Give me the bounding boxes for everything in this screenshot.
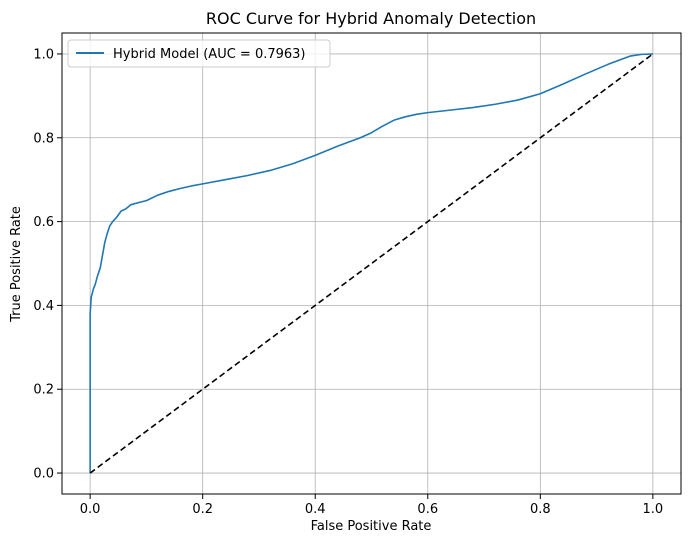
chart-title: ROC Curve for Hybrid Anomaly Detection	[206, 9, 536, 28]
x-tick-label: 0.6	[417, 502, 438, 517]
chance-diagonal-line	[89, 53, 654, 474]
x-tick-label: 0.4	[305, 502, 326, 517]
y-tick-label: 0.6	[33, 215, 54, 230]
y-tick-label: 0.0	[33, 467, 54, 482]
y-tick-label: 0.2	[33, 383, 54, 398]
y-tick-label: 0.4	[33, 299, 54, 314]
legend-box	[67, 39, 331, 68]
legend: Hybrid Model (AUC = 0.7963)	[67, 39, 331, 68]
y-axis-title: True Positive Rate	[9, 206, 24, 323]
x-tick-label: 0.8	[530, 502, 551, 517]
y-tick-label: 1.0	[33, 47, 54, 62]
tick-layer: 0.0 0.2 0.4 0.6 0.8 1.0 0.0 0.2 0.4 0.6 0.8 1.0	[33, 47, 663, 517]
roc-curve-line	[89, 53, 653, 474]
x-tick-label: 0.2	[192, 502, 213, 517]
y-tick-label: 0.8	[33, 131, 54, 146]
legend-label: Hybrid Model (AUC = 0.7963)	[113, 47, 306, 62]
x-tick-label: 1.0	[643, 502, 664, 517]
x-axis-title: False Positive Rate	[311, 519, 432, 534]
plot-frame	[61, 32, 682, 495]
series-layer	[89, 53, 654, 474]
x-tick-label: 0.0	[80, 502, 101, 517]
